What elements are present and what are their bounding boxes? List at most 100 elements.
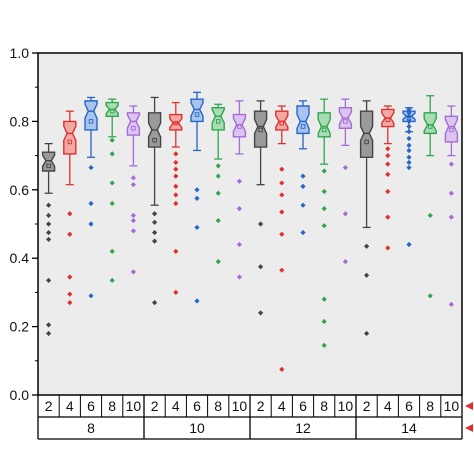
outlier-point: [67, 211, 73, 217]
outlier-point: [215, 259, 221, 265]
box-body: [126, 112, 141, 136]
outlier-point: [448, 301, 454, 307]
plot-area: [37, 52, 463, 396]
outlier-point: [173, 159, 179, 166]
box-body: [190, 98, 204, 123]
outlier-point: [279, 267, 285, 273]
box-10-8: [211, 103, 225, 265]
y-tick-label: 0.0: [10, 387, 30, 403]
x-sub-category-label: 10: [126, 398, 142, 414]
x-sub-category-label: 4: [384, 398, 392, 414]
outlier-point: [236, 274, 242, 280]
outlier-point: [385, 245, 391, 251]
outlier-point: [67, 291, 73, 297]
red-arrow-marker: [465, 402, 473, 410]
mean-marker: [67, 139, 73, 145]
outlier-point: [406, 154, 412, 160]
outlier-point: [173, 192, 179, 198]
mean-marker: [109, 108, 115, 114]
x-group-label: 14: [401, 420, 417, 436]
outlier-point: [279, 192, 285, 198]
x-sub-category-label: 2: [257, 398, 265, 414]
box-12-8: [317, 98, 331, 349]
outlier-point: [448, 161, 454, 167]
outlier-point: [46, 229, 52, 236]
box-body: [359, 110, 374, 159]
box-12-10: [338, 98, 353, 265]
outlier-point: [67, 274, 73, 280]
box-body: [275, 110, 289, 131]
outlier-point: [130, 182, 136, 188]
box-10-10: [232, 100, 247, 280]
y-tick-label: 0.6: [10, 182, 30, 198]
outlier-point: [152, 219, 158, 225]
outlier-point: [173, 173, 179, 179]
outlier-point: [173, 248, 179, 254]
outlier-point: [130, 269, 136, 275]
outlier-point: [215, 217, 221, 224]
outlier-point: [130, 175, 136, 181]
box-body: [63, 120, 77, 155]
outlier-point: [406, 113, 412, 119]
outlier-point: [364, 272, 370, 278]
box-8-2: [41, 142, 56, 337]
box-body: [253, 110, 268, 148]
x-sub-category-label: 8: [108, 398, 116, 414]
box-body: [84, 100, 98, 131]
box-body: [317, 112, 331, 138]
y-tick-label: 0.8: [10, 113, 30, 129]
outlier-point: [300, 229, 306, 236]
mean-marker: [194, 112, 200, 117]
box-12-4: [275, 105, 289, 372]
outlier-point: [406, 110, 412, 116]
axis-arrow-markers: [465, 402, 473, 432]
outlier-point: [130, 212, 136, 219]
x-sub-category-label: 6: [193, 398, 201, 414]
outlier-point: [67, 300, 73, 306]
outlier-point: [448, 214, 454, 220]
outlier-point: [173, 151, 179, 157]
outlier-point: [46, 212, 52, 219]
mean-marker: [88, 119, 94, 124]
outlier-point: [194, 195, 200, 201]
outlier-point: [364, 330, 370, 337]
box-14-2: [359, 100, 374, 337]
mean-marker: [173, 120, 179, 126]
outlier-point: [406, 118, 412, 124]
x-group-label: 12: [295, 420, 311, 436]
x-sub-category-label: 10: [444, 398, 460, 414]
outlier-point: [67, 231, 73, 237]
outlier-point: [46, 221, 52, 227]
outlier-point: [46, 330, 52, 337]
outlier-point: [321, 188, 327, 195]
outlier-point: [109, 151, 115, 157]
outlier-point: [173, 289, 179, 295]
mean-marker: [152, 137, 157, 143]
outlier-point: [385, 146, 391, 152]
box-14-4: [381, 105, 395, 251]
outlier-point: [258, 221, 264, 227]
outlier-point: [88, 164, 94, 171]
outlier-point: [321, 223, 327, 229]
x-sub-category-label: 4: [278, 398, 286, 414]
mean-marker: [258, 127, 263, 133]
outlier-point: [300, 183, 306, 189]
outlier-point: [300, 173, 306, 179]
x-sub-category-label: 2: [45, 398, 53, 414]
outlier-point: [215, 173, 221, 179]
box-body: [444, 115, 459, 143]
outlier-point: [385, 161, 391, 167]
mean-marker: [300, 124, 306, 129]
box-8-6: [84, 96, 98, 299]
x-sub-category-label: 4: [172, 398, 180, 414]
box-14-8: [423, 95, 437, 299]
box-body: [423, 112, 437, 135]
outlier-point: [194, 224, 200, 231]
outlier-point: [152, 229, 158, 236]
mean-marker: [46, 163, 51, 169]
outlier-point: [385, 188, 391, 195]
mean-marker: [215, 119, 221, 124]
outlier-point: [88, 200, 94, 207]
outlier-point: [279, 166, 285, 172]
x-group-label: 8: [87, 420, 95, 436]
